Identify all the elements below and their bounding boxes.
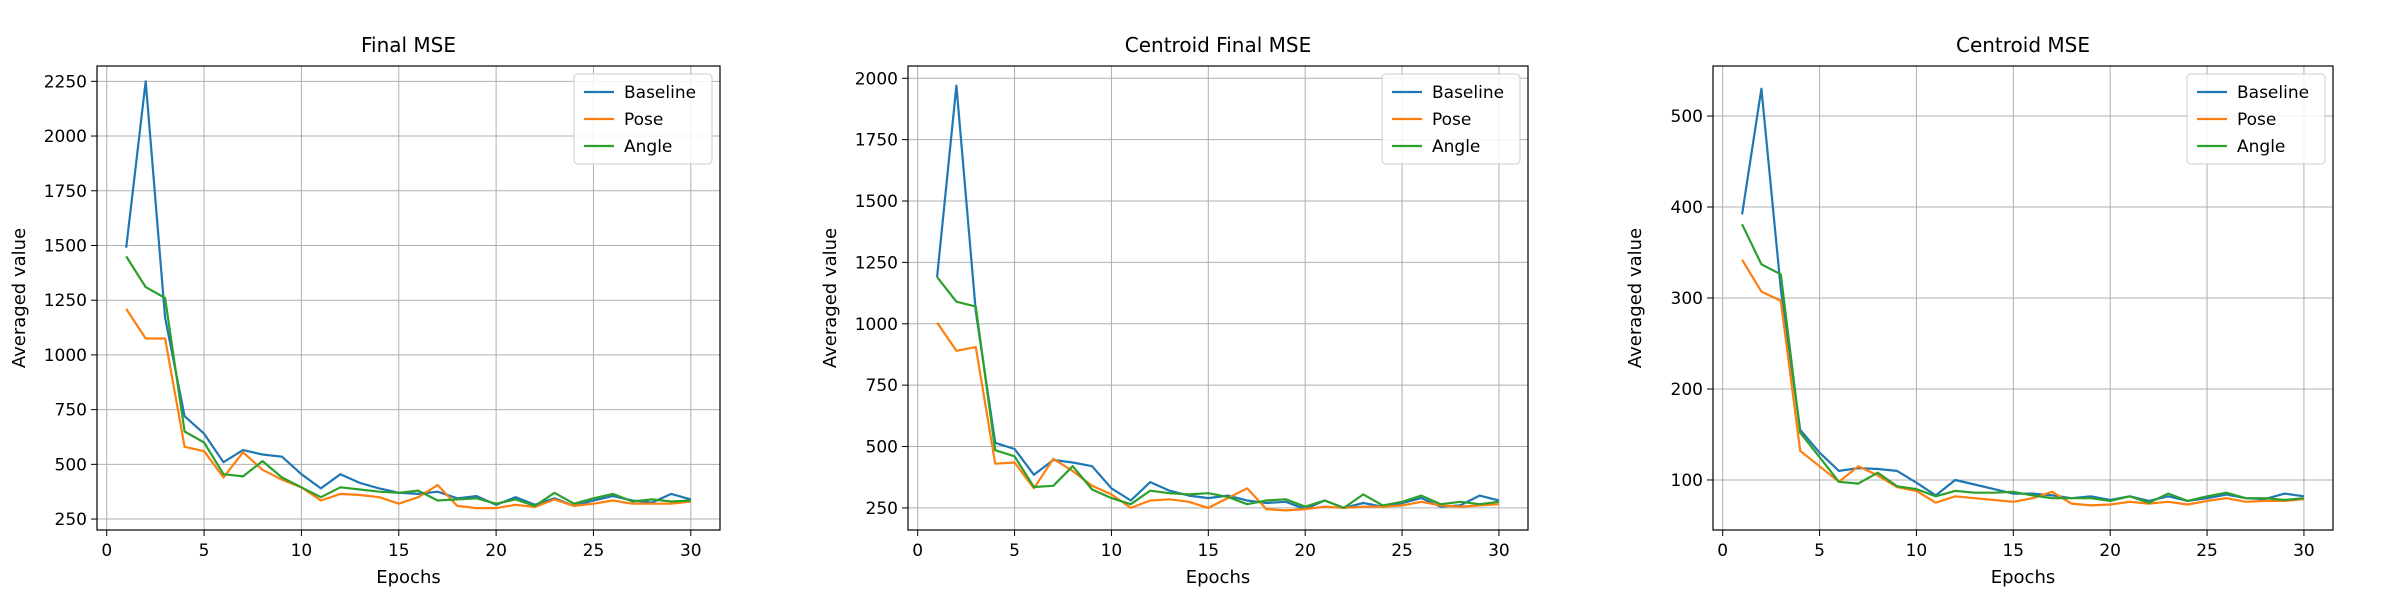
chart-title: Centroid Final MSE [1125,33,1311,57]
y-tick-label: 1000 [44,346,87,366]
series-line-baseline [125,80,692,507]
x-tick-label: 30 [680,541,702,561]
legend-label: Pose [624,110,663,130]
y-tick-label: 250 [866,499,898,519]
legend-label: Angle [624,137,672,157]
x-tick-label: 20 [2099,541,2121,561]
y-tick-label: 500 [866,438,898,458]
y-tick-label: 750 [866,376,898,396]
x-tick-label: 30 [1488,541,1510,561]
x-axis-label: Epochs [376,567,441,588]
series-line-angle [936,276,1500,509]
x-tick-label: 15 [1197,541,1219,561]
y-axis-label: Averaged value [820,228,841,368]
legend-label: Angle [2237,137,2285,157]
y-tick-label: 400 [1671,198,1703,218]
chart-title: Centroid MSE [1956,33,2090,57]
legend-box [2186,73,2326,165]
x-tick-label: 10 [1101,541,1123,561]
x-tick-label: 30 [2293,541,2315,561]
legend-label: Baseline [2237,83,2309,103]
legend-label: Pose [2237,110,2276,130]
legend-box [573,73,713,165]
x-tick-label: 25 [2196,541,2218,561]
legend: Baseline Pose Angle [2186,73,2326,165]
y-tick-label: 500 [55,455,87,475]
grid [908,66,1528,530]
x-tick-label: 5 [1814,541,1825,561]
x-tick-label: 20 [1294,541,1316,561]
y-tick-label: 2000 [855,69,898,89]
legend-label: Baseline [624,83,696,103]
grid [1713,66,2333,530]
x-tick-label: 0 [1717,541,1728,561]
series-line-angle [1741,223,2305,504]
legend-label: Angle [1432,137,1480,157]
y-tick-label: 100 [1671,471,1703,491]
y-tick-label: 2250 [44,72,87,92]
x-tick-label: 25 [583,541,605,561]
y-tick-label: 2000 [44,127,87,147]
x-axis-label: Epochs [1991,567,2056,588]
subplot-centroid-final-mse: Centroid Final MSE Epochs Averaged value… [820,33,1529,588]
x-tick-label: 15 [2002,541,2024,561]
x-tick-label: 5 [199,541,210,561]
subplot-final-mse: Final MSE Epochs Averaged value 0 5 10 15 20… [9,33,721,588]
x-tick-label: 5 [1009,541,1020,561]
y-tick-label: 1500 [855,192,898,212]
y-tick-label: 1500 [44,236,87,256]
series-line-pose [936,321,1499,512]
y-tick-label: 250 [55,510,87,530]
subplot-centroid-mse: Centroid MSE Epochs Averaged value 0 5 10 1… [1625,33,2334,588]
plot-frame [907,65,1529,531]
y-tick-label: 1750 [44,182,87,202]
legend: Baseline Pose Angle [573,73,713,165]
x-tick-label: 0 [912,541,923,561]
legend-label: Pose [1432,110,1471,130]
plot-frame [96,65,721,531]
y-tick-label: 500 [1671,107,1703,127]
series-line-pose [1741,259,2305,507]
x-tick-label: 20 [485,541,507,561]
y-tick-label: 300 [1671,289,1703,309]
x-tick-label: 25 [1391,541,1413,561]
x-tick-label: 10 [291,541,313,561]
legend-label: Baseline [1432,83,1504,103]
chart-title: Final MSE [361,33,456,57]
y-tick-label: 1000 [855,315,898,335]
x-tick-label: 10 [1906,541,1928,561]
y-tick-label: 1750 [855,131,898,151]
y-tick-label: 1250 [855,253,898,273]
series-line-pose [125,308,691,510]
y-tick-label: 200 [1671,380,1703,400]
y-axis-label: Averaged value [9,228,30,368]
series-line-angle [125,255,691,507]
x-tick-label: 0 [101,541,112,561]
series-line-baseline [936,84,1500,511]
legend: Baseline Pose Angle [1381,73,1521,165]
y-tick-label: 1250 [44,291,87,311]
legend-box [1381,73,1521,165]
x-axis-label: Epochs [1186,567,1251,588]
x-tick-label: 15 [388,541,410,561]
y-tick-label: 750 [55,401,87,421]
plot-frame [1712,65,2334,531]
y-axis-label: Averaged value [1625,228,1646,368]
